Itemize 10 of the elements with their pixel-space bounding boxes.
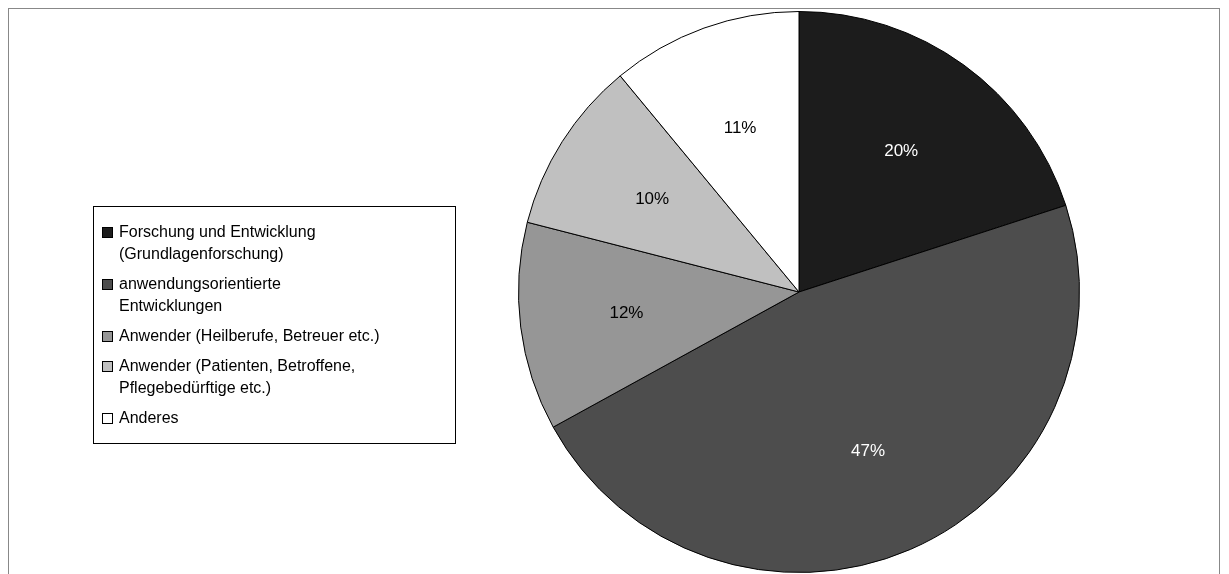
legend-label: Anwender (Patienten, Betroffene, Pflegebedürftige etc.) <box>119 356 357 398</box>
legend-label: Anwender (Heilberufe, Betreuer etc.) <box>119 326 380 346</box>
data-label: 20% <box>884 140 919 160</box>
data-label: 11% <box>723 118 757 138</box>
data-label: 12% <box>609 303 644 323</box>
legend-label: Anderes <box>119 408 179 428</box>
data-label: 10% <box>635 188 670 208</box>
data-label: 47% <box>851 441 886 461</box>
legend-label: anwendungsorientierte Entwicklungen <box>119 274 282 316</box>
legend-label: Forschung und Entwicklung (Grundlagenforschung) <box>119 222 317 264</box>
